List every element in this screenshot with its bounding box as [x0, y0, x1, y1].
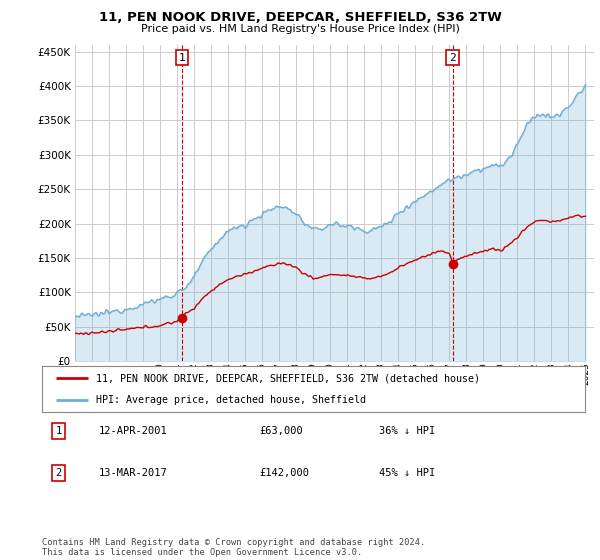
Text: 1: 1	[178, 53, 185, 63]
Text: £142,000: £142,000	[259, 468, 309, 478]
Text: 2: 2	[449, 53, 456, 63]
Text: £63,000: £63,000	[259, 426, 303, 436]
Text: 11, PEN NOOK DRIVE, DEEPCAR, SHEFFIELD, S36 2TW (detached house): 11, PEN NOOK DRIVE, DEEPCAR, SHEFFIELD, …	[97, 373, 481, 383]
Text: 36% ↓ HPI: 36% ↓ HPI	[379, 426, 435, 436]
Text: Contains HM Land Registry data © Crown copyright and database right 2024.
This d: Contains HM Land Registry data © Crown c…	[42, 538, 425, 557]
Text: 2: 2	[56, 468, 62, 478]
Text: HPI: Average price, detached house, Sheffield: HPI: Average price, detached house, Shef…	[97, 395, 366, 405]
Text: Price paid vs. HM Land Registry's House Price Index (HPI): Price paid vs. HM Land Registry's House …	[140, 24, 460, 34]
Text: 1: 1	[56, 426, 62, 436]
Text: 11, PEN NOOK DRIVE, DEEPCAR, SHEFFIELD, S36 2TW: 11, PEN NOOK DRIVE, DEEPCAR, SHEFFIELD, …	[98, 11, 502, 24]
Text: 13-MAR-2017: 13-MAR-2017	[99, 468, 168, 478]
Text: 12-APR-2001: 12-APR-2001	[99, 426, 168, 436]
Text: 45% ↓ HPI: 45% ↓ HPI	[379, 468, 435, 478]
